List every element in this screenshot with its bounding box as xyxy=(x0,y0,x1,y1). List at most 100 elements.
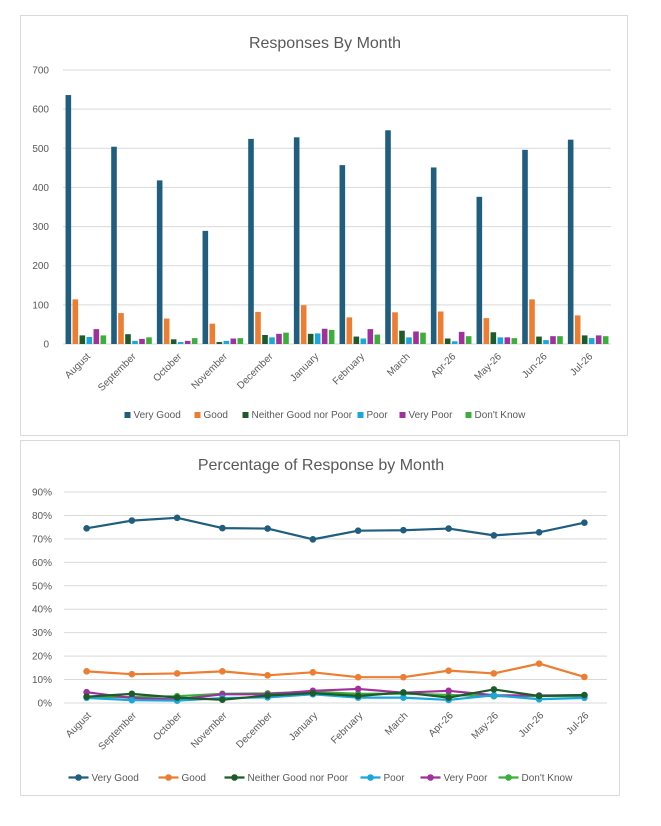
legend-swatch xyxy=(357,412,364,418)
x-tick-label: March xyxy=(385,351,412,378)
bar xyxy=(385,130,391,344)
bar xyxy=(248,138,254,344)
data-point xyxy=(445,525,452,532)
bar xyxy=(269,337,275,344)
chart-title: Responses By Month xyxy=(249,35,401,52)
legend-swatch xyxy=(242,412,249,418)
bar xyxy=(504,337,511,344)
x-tick-label: January xyxy=(287,710,320,743)
series-line xyxy=(86,693,585,702)
x-tick-label: November xyxy=(190,351,231,392)
bar xyxy=(574,315,581,344)
x-tick-label: December xyxy=(234,710,275,751)
legend-swatch xyxy=(399,412,406,418)
y-tick-label: 50% xyxy=(32,581,52,592)
bar xyxy=(497,337,504,344)
data-point xyxy=(219,668,226,675)
bar xyxy=(146,337,152,344)
data-point xyxy=(309,668,317,676)
legend-marker xyxy=(367,774,374,781)
x-tick-label: Apr-26 xyxy=(427,710,456,739)
bar xyxy=(550,336,556,344)
x-tick-label: March xyxy=(383,710,410,737)
data-point xyxy=(400,694,407,701)
x-tick-label: Jun-26 xyxy=(520,351,550,381)
bar xyxy=(490,332,497,344)
data-point xyxy=(128,690,136,698)
data-point xyxy=(173,514,181,522)
bar xyxy=(237,338,244,344)
x-tick-label: January xyxy=(288,351,321,384)
x-tick-label: September xyxy=(97,710,140,753)
y-tick-label: 300 xyxy=(32,222,49,233)
data-point xyxy=(354,673,362,681)
y-tick-label: 20% xyxy=(32,652,52,663)
data-point xyxy=(264,672,271,679)
x-tick-label: Jul-26 xyxy=(564,710,591,737)
bar xyxy=(65,95,72,345)
legend-label: Very Good xyxy=(134,410,181,421)
bar xyxy=(420,332,426,344)
bar xyxy=(191,338,198,344)
legend-label: Very Poor xyxy=(444,773,489,784)
legend-label: Very Poor xyxy=(409,410,454,421)
data-point xyxy=(354,685,362,693)
bar xyxy=(602,336,609,344)
legend-marker xyxy=(505,774,512,781)
bar xyxy=(339,165,346,344)
bar xyxy=(543,340,549,344)
bar xyxy=(595,335,602,344)
data-point xyxy=(581,691,588,699)
x-tick-label: Apr-26 xyxy=(429,351,458,380)
data-point xyxy=(535,660,543,667)
bar xyxy=(367,329,374,344)
data-point xyxy=(535,692,543,700)
bar xyxy=(93,329,100,344)
data-point xyxy=(354,692,362,700)
x-tick-label: August xyxy=(63,351,93,381)
data-point xyxy=(400,689,407,696)
data-point xyxy=(309,689,317,697)
bar xyxy=(170,339,177,344)
x-tick-label: May-26 xyxy=(470,710,502,742)
bar xyxy=(111,146,117,344)
legend-marker xyxy=(231,774,238,781)
x-tick-label: August xyxy=(64,710,94,740)
data-point xyxy=(445,687,452,695)
legend-label: Don't Know xyxy=(475,410,527,421)
x-tick-label: December xyxy=(235,351,276,392)
bar xyxy=(581,335,588,344)
bar xyxy=(511,338,518,344)
bar xyxy=(483,318,490,344)
x-tick-label: Jul-26 xyxy=(568,351,595,378)
bar xyxy=(588,338,595,344)
bar xyxy=(163,318,170,344)
bar xyxy=(307,333,314,344)
y-tick-label: 10% xyxy=(32,675,52,686)
bar xyxy=(132,340,138,344)
x-tick-label: Jun-26 xyxy=(517,710,547,740)
data-point xyxy=(128,517,136,524)
bar xyxy=(353,336,360,344)
legend-swatch xyxy=(465,412,472,418)
bar xyxy=(202,230,209,344)
y-tick-label: 60% xyxy=(32,558,52,569)
x-tick-label: February xyxy=(329,710,365,746)
bar xyxy=(444,338,451,344)
data-point xyxy=(128,696,136,704)
data-point xyxy=(173,694,181,701)
y-tick-label: 40% xyxy=(32,605,52,616)
data-point xyxy=(581,673,588,681)
bar xyxy=(557,336,563,344)
data-point xyxy=(128,670,136,678)
bar xyxy=(458,331,465,344)
bar xyxy=(437,311,444,344)
y-tick-label: 400 xyxy=(32,183,49,194)
legend-label: Neither Good nor Poor xyxy=(248,773,349,784)
y-tick-label: 0% xyxy=(38,699,53,710)
data-point xyxy=(581,519,588,527)
legend-label: Very Good xyxy=(92,773,139,784)
bar xyxy=(328,329,335,344)
bar xyxy=(360,338,367,344)
legend-marker xyxy=(427,774,434,781)
